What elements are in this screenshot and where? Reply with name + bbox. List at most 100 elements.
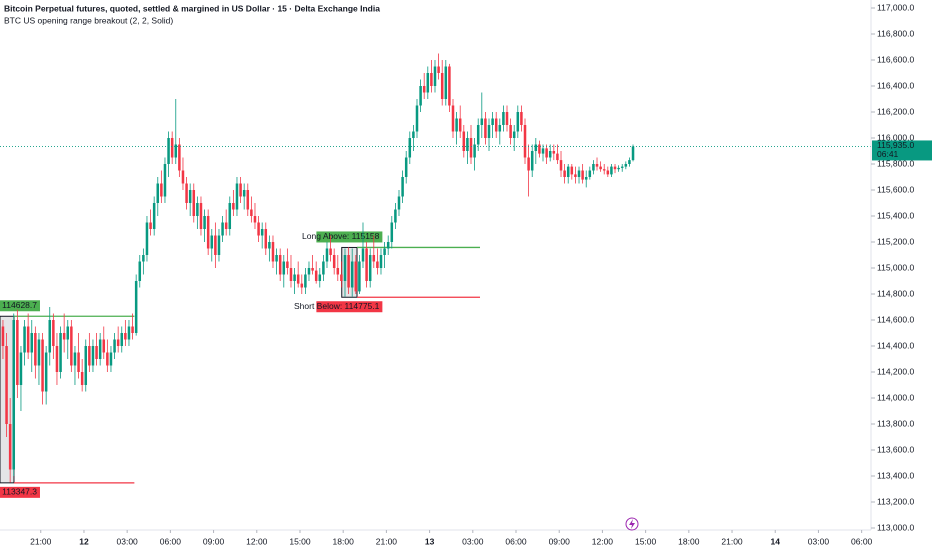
candle-body	[116, 339, 120, 346]
x-tick-label: 21:00	[30, 536, 52, 546]
candle-body	[505, 112, 509, 125]
candle-body	[196, 203, 199, 216]
candle-body	[559, 160, 563, 171]
y-tick-label: 113,600.0	[877, 444, 914, 454]
candle-body	[581, 170, 584, 180]
candle-body	[318, 274, 322, 281]
candle-body	[376, 261, 379, 268]
candle-body	[541, 148, 545, 154]
candle-body	[372, 255, 376, 262]
candle-body	[329, 248, 332, 255]
candle-body	[48, 320, 52, 353]
candle-body	[5, 346, 8, 424]
candle-body	[494, 118, 498, 132]
candle-body	[552, 151, 556, 154]
candle-body	[203, 216, 206, 229]
candle-body	[170, 138, 174, 158]
y-tick-label: 114,000.0	[877, 392, 914, 402]
candle-body	[167, 138, 170, 164]
candle-body	[631, 146, 635, 161]
candle-body	[412, 131, 415, 138]
candle-body	[77, 352, 80, 372]
candle-body	[462, 131, 466, 151]
candle-body	[23, 326, 26, 353]
candle-body	[563, 170, 566, 177]
short-label: Short Below: 114775.1	[294, 301, 380, 311]
candle-body	[156, 183, 160, 203]
candle-body	[588, 170, 592, 177]
candle-body	[358, 261, 361, 292]
candle-body	[469, 138, 473, 158]
candle-body	[520, 112, 523, 125]
candle-body	[343, 255, 347, 281]
candle-body	[239, 183, 242, 197]
candle-body	[300, 283, 304, 288]
candle-body	[84, 346, 88, 385]
plot-area: ve: 114628.7 ve: 113347.3 Long Above: 1151…	[0, 53, 871, 498]
y-tick-label: 115,600.0	[877, 184, 914, 194]
candle-body	[1, 326, 5, 346]
candle-body	[426, 73, 430, 93]
candle-body	[282, 261, 286, 275]
candle-body	[163, 164, 167, 197]
candle-body	[314, 270, 318, 281]
candle-body	[268, 242, 271, 249]
indicator-name: BTC US opening range breakout (2, 2, Sol…	[4, 15, 173, 25]
candle-body	[134, 281, 138, 333]
candle-body	[498, 125, 502, 132]
x-tick-label: 09:00	[549, 536, 571, 546]
candle-body	[127, 326, 131, 340]
candle-body	[178, 144, 181, 171]
candle-body	[206, 216, 210, 249]
candle-body	[210, 235, 214, 249]
y-tick-label: 116,000.0	[877, 132, 914, 142]
candle-body	[106, 352, 109, 366]
candle-body	[350, 261, 354, 288]
candle-body	[422, 86, 426, 93]
candle-body	[509, 125, 512, 138]
long-label-box	[0, 300, 40, 312]
candle-body	[491, 118, 494, 125]
candle-body	[574, 174, 577, 177]
x-tick-label: 12:00	[246, 536, 268, 546]
y-tick-label: 115,400.0	[877, 210, 914, 220]
candle-body	[95, 346, 98, 359]
candle-body	[617, 167, 620, 170]
x-tick-label: 12:00	[592, 536, 614, 546]
short-label-box	[316, 301, 383, 313]
candle-body	[12, 320, 16, 470]
candle-body	[145, 222, 149, 255]
x-tick-label: 06:00	[505, 536, 527, 546]
candle-body	[91, 346, 95, 366]
candle-body	[242, 190, 246, 197]
y-tick-label: 114,400.0	[877, 340, 914, 350]
candle-body	[487, 125, 491, 138]
candle-body	[235, 183, 239, 210]
candle-body	[628, 160, 631, 164]
candle-body	[257, 222, 260, 236]
candle-body	[80, 372, 84, 385]
x-tick-label: 18:00	[678, 536, 700, 546]
candle-body	[602, 169, 606, 171]
candle-body	[606, 170, 610, 175]
y-tick-label: 114,800.0	[877, 288, 914, 298]
y-tick-label: 116,600.0	[877, 54, 914, 64]
y-tick-label: 113,200.0	[877, 496, 914, 506]
candle-body	[458, 118, 462, 132]
candle-body	[325, 248, 329, 262]
short-label: ve: 113347.3	[0, 487, 37, 497]
current-price-box	[872, 140, 932, 161]
y-tick-label: 117,000.0	[877, 2, 914, 12]
candle-body	[548, 151, 552, 158]
candle-body	[476, 125, 480, 145]
candle-body	[516, 112, 520, 132]
candle-body	[347, 255, 350, 288]
chart-title: Bitcoin Perpetual futures, quoted, settl…	[4, 3, 380, 13]
candle-body	[480, 118, 484, 125]
candle-body	[253, 216, 257, 223]
candle-body	[430, 73, 433, 86]
candle-body	[512, 131, 516, 138]
x-tick-label: 03:00	[462, 536, 484, 546]
